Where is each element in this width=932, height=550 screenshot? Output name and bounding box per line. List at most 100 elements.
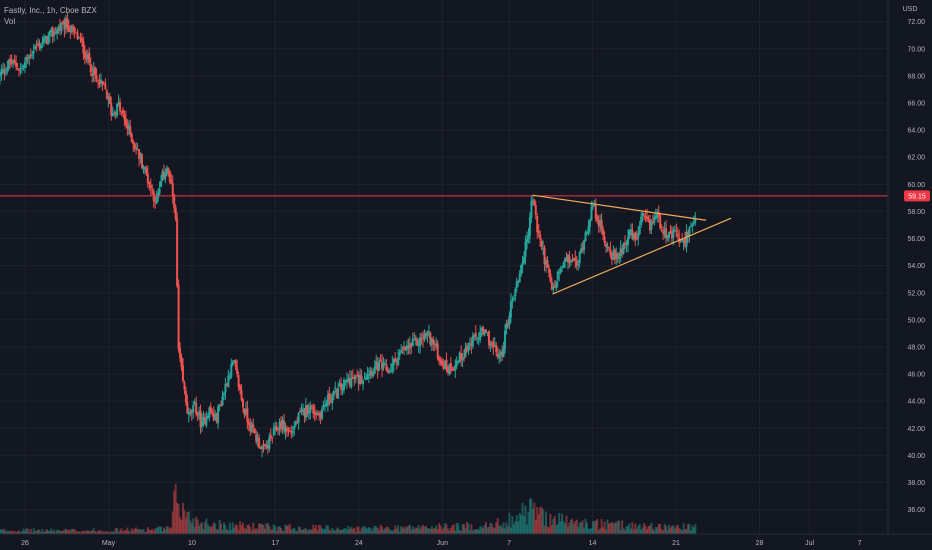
volume-bar [378,530,381,534]
x-tick-label: Jul [805,540,814,547]
volume-bar [255,528,258,534]
candle-body [504,330,507,349]
volume-bar [537,514,540,534]
price-scale[interactable] [888,0,932,534]
candle-body [659,214,662,229]
candle-body [473,334,476,336]
volume-bar [414,527,417,534]
volume-bar [471,530,474,534]
volume-bar [691,525,694,534]
volume-bar [433,528,436,534]
volume-bar [426,528,429,534]
candle-body [75,32,78,34]
candle-body [201,420,204,427]
candle-body [517,280,520,283]
candle-body [622,243,625,254]
time-scale[interactable] [0,534,932,550]
candle-body [211,412,214,415]
candle-body [338,384,341,387]
candle-body [464,347,467,357]
candle-body [347,378,350,382]
volume-bar [281,530,284,534]
candle-body [162,171,165,178]
candle-body [385,364,388,371]
candle-body [506,323,509,326]
candle-body [151,189,154,191]
candle-body [193,401,196,404]
candle-body [479,332,482,341]
volume-bar [37,530,40,534]
candle-body [682,239,685,243]
candle-body [168,170,171,182]
volume-bar [423,526,426,534]
volume-bar [138,529,141,534]
volume-bar [76,531,79,534]
candle-body [145,168,148,174]
volume-bar [646,528,649,534]
y-tick-label: 36.00 [907,507,925,514]
volume-bar [619,529,622,534]
candle-body [350,378,353,387]
candle-body [117,102,120,105]
volume-bar [413,529,416,534]
candle-body [138,149,141,159]
volume-bar [615,522,618,534]
volume-bar [602,527,605,534]
volume-bar [678,528,681,534]
volume-bar [132,530,135,534]
volume-bar [395,528,398,534]
candle-body [79,37,82,39]
candle-body [438,357,441,361]
volume-bar [442,527,445,534]
candle-body [18,70,21,72]
volume-bar [121,531,124,534]
candle-body [160,180,163,188]
current-price-tag: 59.15 [904,190,930,202]
volume-bar [45,529,48,534]
candle-body [259,446,262,449]
volume-bar [605,529,608,534]
volume-bar [498,526,501,534]
y-tick-label: 44.00 [907,399,925,406]
candle-body [568,256,571,263]
candle-body [294,422,297,426]
symbol-title[interactable]: Fastly, Inc., 1h, Cboe BZX [4,6,97,15]
candle-body [277,428,280,431]
candle-body [676,233,679,237]
candle-body [525,238,528,243]
volume-bar [353,527,356,534]
volume-bar [67,529,70,534]
candle-body [258,437,261,449]
volume-bar [192,518,195,534]
volume-bar [382,529,385,534]
volume-bar [547,527,550,534]
volume-bar [533,502,536,534]
volume-bar [35,530,38,534]
candle-body [269,434,272,438]
volume-legend[interactable]: Vol [4,17,16,26]
volume-bar [247,524,250,534]
volume-bar [376,527,379,534]
volume-bar [594,520,597,534]
candle-body [543,247,546,265]
candle-body [398,352,401,356]
candle-body [139,155,142,158]
volume-bar [57,530,60,534]
candle-body [605,244,608,247]
volume-bar [556,524,559,534]
candle-body [626,237,629,246]
candle-body [521,262,524,266]
candle-body [268,436,271,449]
volume-bar [561,513,564,534]
drawings[interactable]: E [0,194,926,531]
candle-body [222,393,225,396]
volume-bar [170,527,173,534]
volume-bar [233,527,236,534]
candle-body [316,413,319,415]
volume-bar [116,528,119,534]
volume-bar [201,522,204,534]
candle-body [457,360,460,362]
volume-bar [277,526,280,534]
